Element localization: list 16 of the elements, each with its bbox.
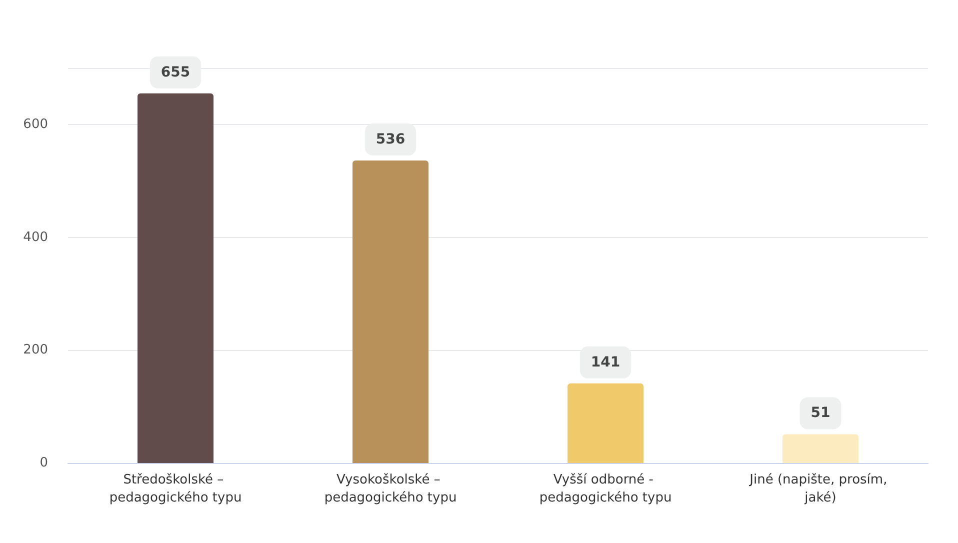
y-tick-label: 400: [23, 230, 48, 245]
data-label: 536: [376, 132, 406, 148]
x-tick-label: Vyšší odborné - pedagogického typu: [539, 472, 672, 506]
y-tick-label: 0: [40, 456, 48, 470]
x-tick-label: Středoškolské – pedagogického typu: [109, 472, 242, 506]
y-tick-label: 600: [23, 116, 48, 132]
bar: [138, 93, 214, 463]
bar: [568, 383, 644, 463]
y-tick-label: 200: [23, 342, 48, 358]
bar: [352, 160, 428, 463]
data-label: 655: [160, 64, 190, 80]
data-label: 51: [810, 405, 830, 422]
x-tick-label: Vysokoškolské – pedagogického typu: [324, 472, 457, 506]
bar: [782, 434, 858, 463]
x-tick-label: Jiné (napište, prosím, jaké): [748, 472, 892, 506]
data-label: 141: [590, 354, 620, 370]
